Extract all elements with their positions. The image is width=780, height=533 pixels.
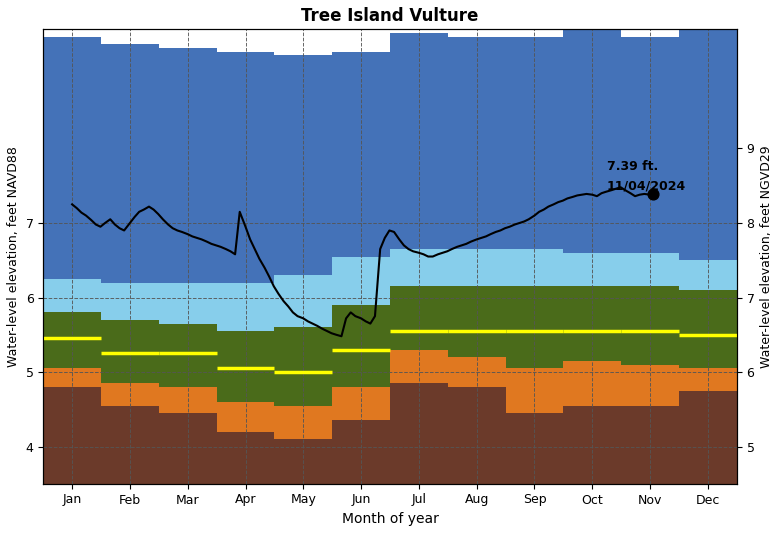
Bar — [275, 55, 332, 275]
Bar — [332, 52, 390, 256]
Bar — [217, 402, 275, 432]
Bar — [679, 290, 737, 368]
X-axis label: Month of year: Month of year — [342, 512, 438, 526]
Bar — [448, 249, 505, 286]
Bar — [679, 26, 737, 260]
Bar — [679, 368, 737, 391]
Bar — [101, 44, 159, 282]
Bar — [448, 286, 505, 357]
Y-axis label: Water-level elevation, feet NAVD88: Water-level elevation, feet NAVD88 — [7, 146, 20, 367]
Bar — [159, 48, 217, 282]
Y-axis label: Water-level elevation, feet NGVD29: Water-level elevation, feet NGVD29 — [760, 145, 773, 368]
Bar — [563, 26, 621, 253]
Bar — [563, 406, 621, 484]
Bar — [390, 350, 448, 383]
Bar — [621, 406, 679, 484]
Bar — [390, 33, 448, 249]
Bar — [505, 413, 563, 484]
Bar — [101, 383, 159, 406]
Bar — [621, 253, 679, 286]
Bar — [275, 275, 332, 327]
Bar — [275, 406, 332, 439]
Bar — [101, 282, 159, 320]
Bar — [101, 320, 159, 383]
Bar — [217, 432, 275, 484]
Bar — [621, 37, 679, 253]
Bar — [332, 387, 390, 421]
Bar — [621, 286, 679, 365]
Bar — [505, 368, 563, 413]
Bar — [159, 324, 217, 387]
Bar — [275, 327, 332, 406]
Bar — [43, 279, 101, 312]
Bar — [217, 282, 275, 331]
Bar — [563, 361, 621, 406]
Bar — [563, 286, 621, 361]
Bar — [563, 253, 621, 286]
Bar — [159, 387, 217, 413]
Bar — [43, 312, 101, 368]
Bar — [101, 406, 159, 484]
Bar — [448, 37, 505, 249]
Bar — [390, 286, 448, 350]
Bar — [505, 286, 563, 368]
Text: 11/04/2024: 11/04/2024 — [607, 180, 686, 192]
Bar — [505, 249, 563, 286]
Bar — [390, 383, 448, 484]
Bar — [275, 439, 332, 484]
Bar — [505, 37, 563, 249]
Bar — [621, 365, 679, 406]
Bar — [159, 413, 217, 484]
Bar — [43, 387, 101, 484]
Bar — [159, 282, 217, 324]
Bar — [679, 391, 737, 484]
Bar — [43, 37, 101, 279]
Bar — [448, 357, 505, 387]
Bar — [217, 331, 275, 402]
Point — [647, 190, 659, 198]
Bar — [448, 387, 505, 484]
Bar — [217, 52, 275, 282]
Bar — [332, 421, 390, 484]
Bar — [332, 256, 390, 305]
Bar — [43, 368, 101, 387]
Bar — [390, 249, 448, 286]
Bar — [679, 260, 737, 290]
Bar — [332, 305, 390, 387]
Text: 7.39 ft.: 7.39 ft. — [607, 160, 658, 173]
Title: Tree Island Vulture: Tree Island Vulture — [301, 7, 479, 25]
